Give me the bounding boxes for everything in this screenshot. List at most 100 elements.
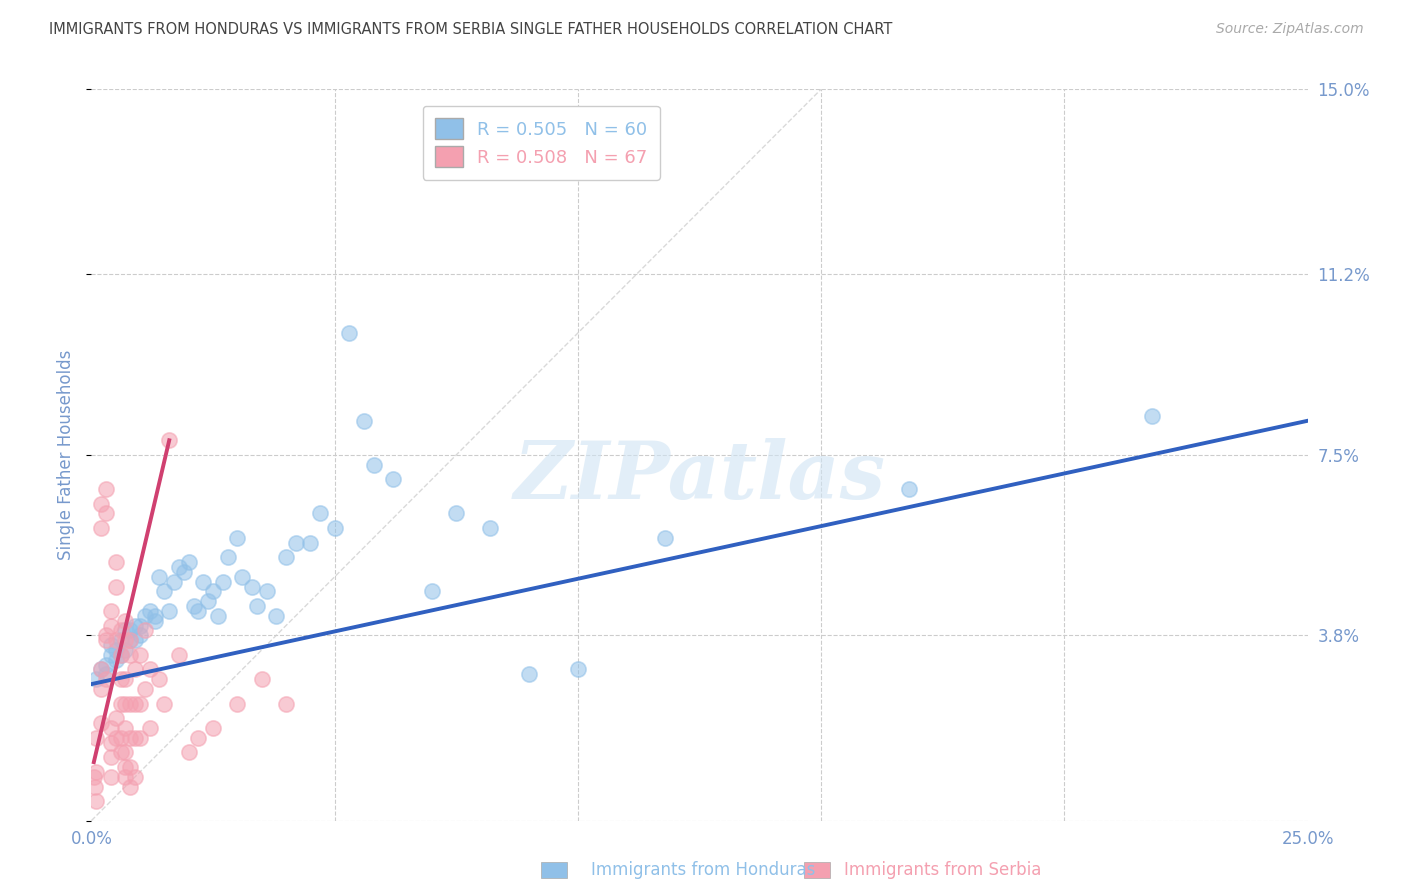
Immigrants from Serbia xyxy=(100,770,122,784)
Immigrants from Serbia xyxy=(274,697,297,711)
Immigrants from Serbia xyxy=(124,663,146,677)
Immigrants from Serbia xyxy=(84,794,107,808)
Immigrants from Serbia xyxy=(120,780,142,794)
Immigrants from Honduras xyxy=(94,667,117,681)
Immigrants from Honduras xyxy=(100,648,122,662)
Immigrants from Serbia xyxy=(100,721,122,735)
Immigrants from Honduras xyxy=(363,458,385,472)
Immigrants from Serbia xyxy=(90,521,112,535)
Immigrants from Honduras xyxy=(100,638,122,652)
Immigrants from Serbia xyxy=(110,624,132,638)
Immigrants from Serbia xyxy=(94,507,117,521)
Immigrants from Serbia xyxy=(167,648,190,662)
Immigrants from Honduras xyxy=(284,535,307,549)
Immigrants from Serbia xyxy=(120,633,142,648)
Immigrants from Serbia xyxy=(153,697,176,711)
Immigrants from Honduras xyxy=(337,326,360,340)
Immigrants from Serbia xyxy=(104,711,127,725)
Immigrants from Serbia xyxy=(110,697,132,711)
Immigrants from Honduras xyxy=(84,672,107,686)
Immigrants from Serbia xyxy=(177,745,200,759)
Immigrants from Serbia xyxy=(110,648,132,662)
Immigrants from Serbia xyxy=(202,721,225,735)
Immigrants from Serbia xyxy=(110,672,132,686)
Immigrants from Serbia xyxy=(120,697,142,711)
Immigrants from Honduras xyxy=(207,608,229,623)
Immigrants from Serbia xyxy=(120,760,142,774)
Immigrants from Serbia xyxy=(114,633,136,648)
Immigrants from Honduras xyxy=(226,531,249,545)
Immigrants from Honduras xyxy=(94,657,117,672)
Immigrants from Honduras xyxy=(129,628,152,642)
Immigrants from Serbia xyxy=(120,731,142,745)
Immigrants from Serbia xyxy=(100,750,122,764)
Immigrants from Honduras xyxy=(479,521,502,535)
Immigrants from Serbia xyxy=(114,697,136,711)
Immigrants from Serbia xyxy=(114,760,136,774)
Immigrants from Honduras xyxy=(114,624,136,638)
Immigrants from Honduras xyxy=(104,653,127,667)
Immigrants from Serbia xyxy=(226,697,249,711)
Immigrants from Honduras xyxy=(143,608,166,623)
Text: ZIPatlas: ZIPatlas xyxy=(513,438,886,516)
Immigrants from Serbia xyxy=(134,681,156,696)
Immigrants from Honduras xyxy=(264,608,287,623)
Immigrants from Serbia xyxy=(124,697,146,711)
Immigrants from Honduras xyxy=(309,507,332,521)
Immigrants from Serbia xyxy=(114,721,136,735)
Immigrants from Honduras xyxy=(382,472,405,486)
Immigrants from Honduras xyxy=(173,565,195,579)
Immigrants from Serbia xyxy=(100,736,122,750)
Immigrants from Honduras xyxy=(110,648,132,662)
Immigrants from Honduras xyxy=(177,555,200,569)
Immigrants from Serbia xyxy=(110,731,132,745)
Immigrants from Honduras xyxy=(567,663,589,677)
Immigrants from Honduras xyxy=(120,624,142,638)
Immigrants from Honduras xyxy=(183,599,205,613)
Immigrants from Serbia xyxy=(84,764,107,779)
Immigrants from Serbia xyxy=(114,614,136,628)
Immigrants from Serbia xyxy=(104,580,127,594)
Immigrants from Honduras xyxy=(90,663,112,677)
Immigrants from Honduras xyxy=(211,574,233,589)
Immigrants from Serbia xyxy=(129,697,152,711)
Immigrants from Serbia xyxy=(250,672,273,686)
Immigrants from Serbia xyxy=(124,731,146,745)
Immigrants from Honduras xyxy=(444,507,467,521)
Immigrants from Honduras xyxy=(120,633,142,648)
Immigrants from Serbia xyxy=(83,770,105,784)
Immigrants from Honduras xyxy=(104,643,127,657)
Immigrants from Serbia xyxy=(120,648,142,662)
Immigrants from Serbia xyxy=(94,628,117,642)
Immigrants from Honduras xyxy=(139,604,162,618)
Text: IMMIGRANTS FROM HONDURAS VS IMMIGRANTS FROM SERBIA SINGLE FATHER HOUSEHOLDS CORR: IMMIGRANTS FROM HONDURAS VS IMMIGRANTS F… xyxy=(49,22,893,37)
Immigrants from Honduras xyxy=(124,633,146,648)
Immigrants from Serbia xyxy=(134,624,156,638)
Text: Immigrants from Serbia: Immigrants from Serbia xyxy=(844,861,1040,879)
Immigrants from Serbia xyxy=(94,482,117,496)
Immigrants from Honduras xyxy=(353,414,375,428)
Immigrants from Honduras xyxy=(246,599,269,613)
Immigrants from Serbia xyxy=(104,731,127,745)
Immigrants from Honduras xyxy=(187,604,209,618)
Immigrants from Honduras xyxy=(217,550,239,565)
Immigrants from Honduras xyxy=(143,614,166,628)
Immigrants from Serbia xyxy=(90,681,112,696)
Y-axis label: Single Father Households: Single Father Households xyxy=(58,350,76,560)
Immigrants from Serbia xyxy=(100,604,122,618)
Immigrants from Honduras xyxy=(1140,409,1163,423)
Immigrants from Honduras xyxy=(323,521,346,535)
Immigrants from Serbia xyxy=(90,716,112,731)
Immigrants from Serbia xyxy=(114,672,136,686)
Immigrants from Serbia xyxy=(84,731,107,745)
Text: Immigrants from Honduras: Immigrants from Honduras xyxy=(591,861,815,879)
Immigrants from Serbia xyxy=(157,434,180,448)
Immigrants from Serbia xyxy=(187,731,209,745)
Immigrants from Honduras xyxy=(299,535,322,549)
Immigrants from Honduras xyxy=(114,643,136,657)
Immigrants from Honduras xyxy=(167,560,190,574)
Immigrants from Serbia xyxy=(129,648,152,662)
Immigrants from Honduras xyxy=(654,531,676,545)
Immigrants from Serbia xyxy=(139,663,162,677)
Immigrants from Serbia xyxy=(124,770,146,784)
